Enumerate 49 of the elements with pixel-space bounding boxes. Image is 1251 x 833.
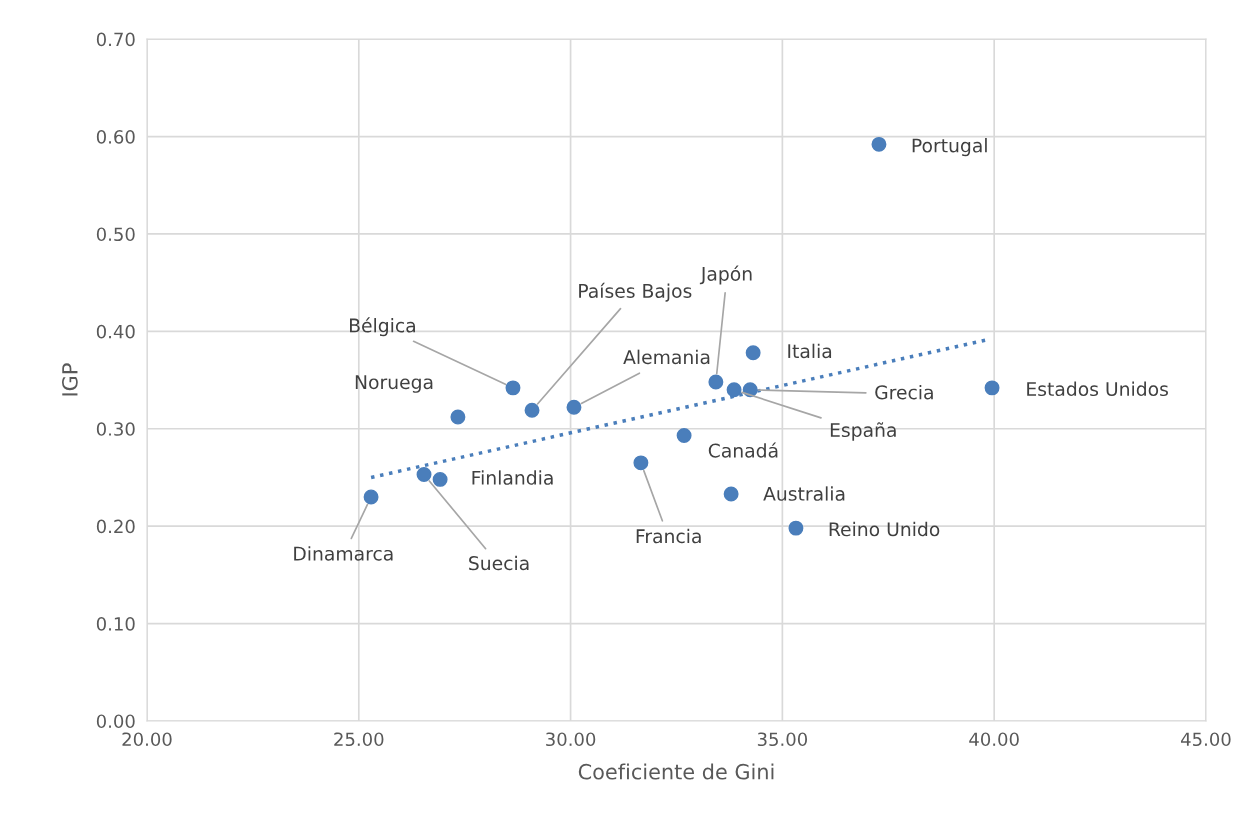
y-tick-label: 0.70 xyxy=(96,32,135,47)
annotation: Finlandia xyxy=(472,470,553,485)
point xyxy=(788,520,804,536)
point xyxy=(566,399,582,415)
annotation: Reino Unido xyxy=(829,521,940,537)
point xyxy=(708,374,724,390)
point xyxy=(676,428,692,444)
annotation: España xyxy=(830,422,896,441)
annotation: Suecia xyxy=(469,555,529,571)
annotation: Canadá xyxy=(708,442,778,458)
x-tick-label: 25.00 xyxy=(334,732,384,747)
point xyxy=(432,471,448,487)
annotation: Japón xyxy=(699,265,752,285)
x-tick-label: 40.00 xyxy=(969,732,1019,747)
y-tick-label: 0.10 xyxy=(96,617,135,631)
annotation: Francia xyxy=(636,528,701,544)
point xyxy=(524,402,540,418)
point xyxy=(726,382,742,398)
annotation: Italia xyxy=(788,343,832,359)
annotation: Noruega xyxy=(355,375,433,393)
annotation: Alemania xyxy=(623,349,710,365)
y-tick-label: 0.00 xyxy=(96,714,135,729)
point xyxy=(633,455,649,471)
y-tick-label: 0.60 xyxy=(96,130,135,144)
x-tick-label: 35.00 xyxy=(757,732,808,747)
point xyxy=(723,486,739,502)
x-tick-label: 30.00 xyxy=(546,732,596,747)
point xyxy=(505,380,521,396)
y-tick-label: 0.20 xyxy=(96,519,135,534)
x-axis-title: Coeficiente de Gini xyxy=(578,763,774,780)
y-tick-label: 0.50 xyxy=(96,227,135,242)
annotation: Grecia xyxy=(875,384,933,400)
point xyxy=(984,380,1000,396)
x-tick-label: 20.00 xyxy=(122,732,172,747)
point xyxy=(745,345,761,361)
annotation: Australia xyxy=(763,486,845,501)
point xyxy=(416,467,432,482)
y-tick-label: 0.30 xyxy=(96,422,135,436)
annotation: Portugal xyxy=(912,138,987,157)
annotation: Países Bajos xyxy=(579,282,692,302)
annotation: Bélgica xyxy=(350,317,415,337)
point xyxy=(871,136,887,152)
y-axis-title: IGP xyxy=(62,363,78,396)
annotation: Estados Unidos xyxy=(1027,381,1168,397)
y-tick-label: 0.40 xyxy=(96,324,135,339)
point xyxy=(450,409,466,425)
point xyxy=(363,489,379,505)
x-tick-label: 45.00 xyxy=(1181,732,1231,747)
annotation: Dinamarca xyxy=(294,546,393,561)
